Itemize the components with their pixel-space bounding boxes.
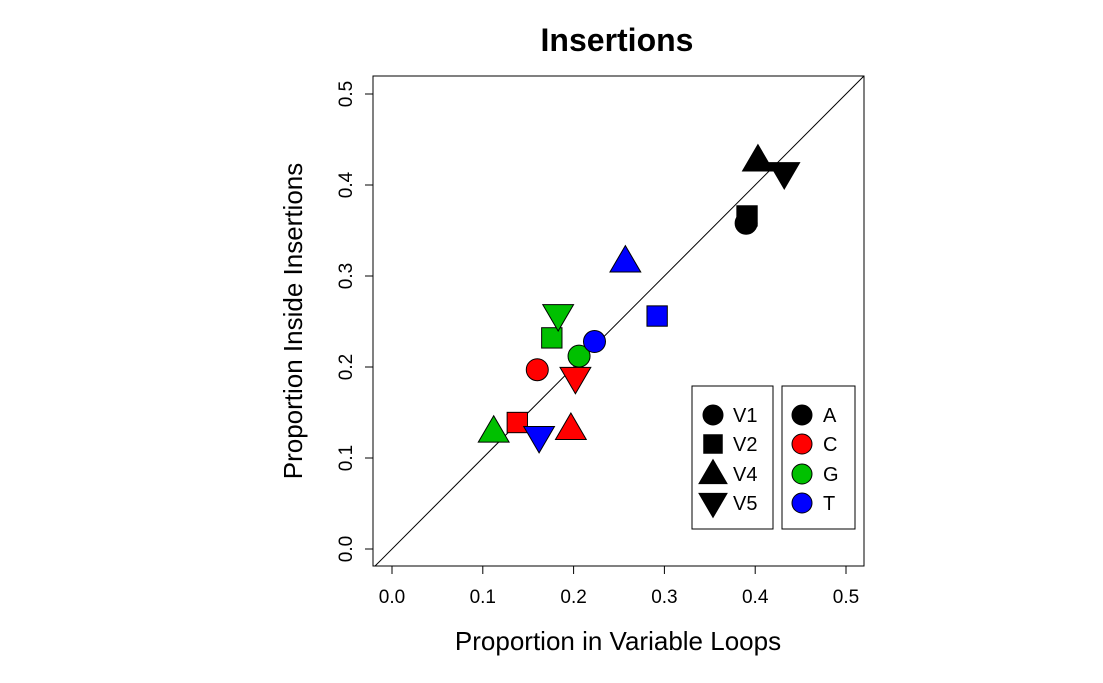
legend-label-a: A (823, 405, 837, 427)
y-axis: 0.0 0.1 0.2 0.3 0.4 0.5 (336, 81, 374, 562)
x-tick-label: 0.1 (470, 587, 496, 608)
point-v4-c (554, 412, 588, 440)
point-v1-g (567, 344, 591, 368)
y-tick-label: 0.0 (336, 536, 357, 562)
legend-label-v2: V2 (733, 434, 757, 456)
point-v5-a (767, 162, 801, 191)
legend-marker-v2 (703, 434, 723, 454)
x-tick-label: 0.3 (651, 587, 677, 608)
point-v2-c (506, 411, 528, 434)
x-axis: 0.0 0.1 0.2 0.3 0.4 0.5 (379, 565, 859, 608)
y-tick-label: 0.1 (336, 445, 357, 471)
legend-color-swatch-t (791, 492, 813, 514)
point-v2-a (736, 205, 758, 227)
point-v1-c (525, 358, 549, 382)
legend-color-swatch-a (791, 404, 813, 426)
y-tick-label: 0.4 (336, 171, 357, 198)
legend-label-v5: V5 (733, 493, 757, 515)
x-tick-label: 0.4 (742, 587, 769, 608)
point-v4-t (609, 244, 642, 273)
x-tick-label: 0.2 (560, 587, 586, 608)
legend-marker-v1 (702, 404, 724, 426)
y-tick-label: 0.2 (336, 354, 357, 380)
y-axis-label: Proportion Inside Insertions (278, 163, 308, 480)
legend-label-c: C (823, 434, 837, 456)
data-points (477, 143, 801, 454)
x-axis-label: Proportion in Variable Loops (455, 626, 781, 656)
legend-marker-v4 (698, 458, 728, 485)
point-v5-c (559, 366, 592, 395)
y-tick-label: 0.5 (336, 81, 357, 107)
legend-label-t: T (823, 493, 835, 515)
point-v5-g (541, 304, 575, 332)
legend-label-v4: V4 (733, 464, 757, 486)
reference-line-layer (374, 75, 865, 567)
legend-color-swatch-c (791, 433, 813, 455)
point-v4-g (477, 414, 510, 443)
y-tick-label: 0.3 (336, 263, 357, 289)
x-tick-label: 0.5 (833, 587, 859, 608)
reference-line-y-equals-x (374, 75, 865, 567)
point-v4-a (741, 143, 775, 172)
point-v1-t (582, 330, 606, 354)
legend-label-v1: V1 (733, 405, 757, 427)
chart-title: Insertions (541, 22, 694, 58)
legend-label-g: G (823, 464, 839, 486)
x-tick-label: 0.0 (379, 587, 405, 608)
point-v5-t (522, 426, 556, 454)
point-v2-g (541, 327, 563, 349)
legend-marker-v5 (698, 492, 728, 519)
point-v2-t (646, 305, 668, 327)
legend-color-swatch-g (791, 463, 813, 485)
